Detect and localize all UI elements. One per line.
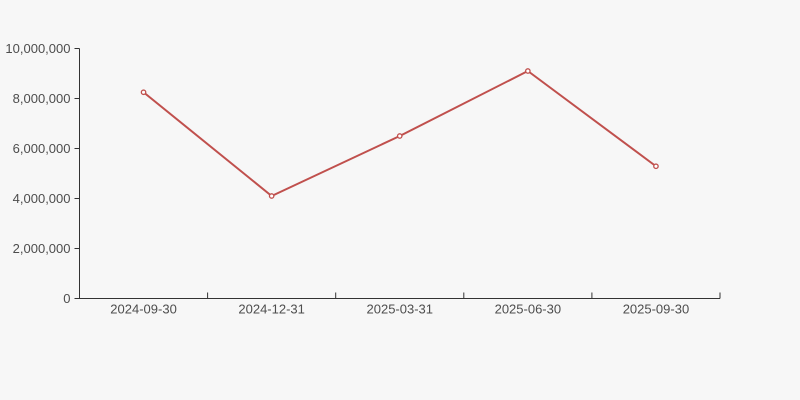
data-point-marker[interactable] (140, 89, 147, 96)
data-point-marker[interactable] (524, 68, 531, 74)
data-point-marker[interactable] (396, 133, 403, 139)
data-point-marker[interactable] (653, 163, 659, 170)
y-tick-label: 2,000,000 (13, 241, 71, 256)
y-tick-label: 8,000,000 (13, 91, 71, 106)
x-tick-label: 2024-09-30 (110, 302, 177, 317)
x-axis: 2024-09-30 2024-12-31 2025-03-31 2025-06-30… (79, 292, 721, 317)
x-tick-label: 2025-09-30 (623, 302, 690, 317)
y-tick-label: 0 (63, 291, 70, 306)
line-series (140, 68, 659, 199)
data-point-marker[interactable] (268, 193, 275, 199)
y-tick-label: 10,000,000 (5, 41, 70, 56)
y-axis: 0 2,000,000 4,000,000 6,000,000 8,000,000 10,… (5, 41, 80, 306)
y-tick-label: 6,000,000 (13, 141, 71, 156)
x-tick-label: 2024-12-31 (238, 302, 305, 317)
y-tick-label: 4,000,000 (13, 191, 71, 206)
x-tick-label: 2025-06-30 (495, 302, 562, 317)
x-tick-label: 2025-03-31 (367, 302, 434, 317)
